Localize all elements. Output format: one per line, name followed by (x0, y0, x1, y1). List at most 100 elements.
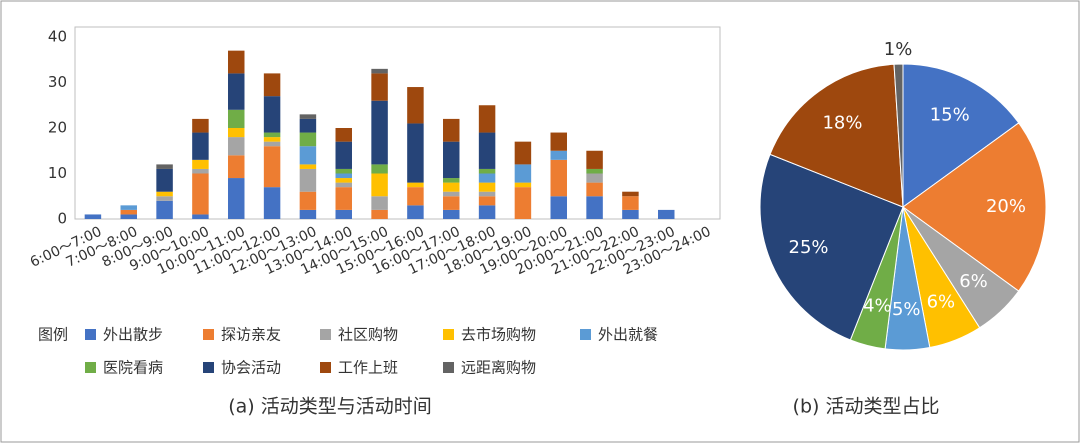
bar-segment (120, 214, 137, 219)
bar-segment (371, 68, 388, 74)
bar-segment (156, 191, 173, 197)
legend-label: 远距离购物 (461, 359, 536, 377)
legend-swatch (443, 362, 454, 373)
bar-segment (299, 118, 317, 133)
bar-segment (550, 132, 567, 151)
legend-swatch (85, 362, 96, 373)
bar-segment (586, 173, 603, 183)
pie-slice (769, 63, 904, 208)
bar-segment (443, 209, 460, 219)
bar-segment (335, 182, 352, 188)
bar-segment (478, 132, 496, 169)
bar-segment (514, 182, 532, 188)
bar-segment (443, 118, 460, 142)
bar-segment (192, 159, 209, 169)
bar-segment (586, 196, 603, 219)
bar-segment (84, 214, 102, 219)
bar-segment (407, 205, 424, 219)
legend-label: 社区购物 (338, 326, 398, 344)
bar-segment (228, 137, 245, 156)
bar-segment (263, 132, 281, 138)
bar-segment (550, 196, 567, 219)
pie-label: 15% (930, 104, 970, 125)
bar-segment (228, 128, 245, 138)
bar-segment (192, 168, 209, 174)
pie-label: 4% (863, 296, 892, 317)
bar-segment (478, 191, 496, 197)
bar-segment (263, 73, 281, 97)
y-tick-label: 0 (57, 210, 67, 228)
y-tick-label: 40 (48, 28, 67, 46)
pie-label: 5% (892, 299, 921, 320)
pie-label: 6% (959, 271, 988, 292)
bar-segment (299, 209, 317, 219)
pie-slice (902, 63, 1020, 208)
bar-segment (407, 123, 424, 183)
bar-segment (335, 178, 352, 183)
bar-segment (299, 168, 317, 192)
pie-slice (893, 63, 904, 208)
bar-segment (514, 187, 532, 219)
bar-segment (371, 209, 388, 219)
bar-segment (371, 164, 388, 174)
bar-segment (586, 150, 603, 169)
bar-segment (228, 155, 245, 179)
bar-segment (335, 141, 352, 169)
pie-label: 25% (789, 237, 829, 258)
bar-segment (407, 87, 424, 124)
bar-segment (407, 187, 424, 206)
bar-segment (263, 137, 281, 142)
plot-frame (74, 26, 721, 220)
y-tick-label: 10 (48, 164, 67, 182)
legend-swatch (203, 362, 214, 373)
bar-segment (228, 73, 245, 110)
pie-label: 1% (884, 39, 913, 60)
bar-segment (192, 118, 209, 133)
bar-segment (192, 132, 209, 160)
legend-swatch (320, 329, 331, 340)
legend-label: 外出散步 (103, 326, 163, 344)
bar-segment (263, 187, 281, 219)
bar-segment (443, 141, 460, 179)
caption: (a) 活动类型与活动时间 (228, 396, 432, 418)
bar-segment (299, 191, 317, 210)
bar-segment (228, 178, 245, 219)
bar-segment (550, 150, 567, 160)
bar-segment (299, 164, 317, 169)
bar-segment (586, 168, 603, 174)
bar-segment (192, 173, 209, 215)
legend-label: 工作上班 (338, 359, 398, 377)
bar-segment (335, 173, 352, 179)
pie-label: 6% (927, 292, 956, 313)
bar-segment (335, 209, 352, 219)
bar-segment (228, 109, 245, 128)
bar-segment (443, 191, 460, 197)
legend-label: 协会活动 (221, 359, 281, 377)
bar-segment (299, 146, 317, 165)
bar-segment (622, 191, 639, 197)
bar-segment (586, 182, 603, 197)
legend-label: 去市场购物 (461, 326, 536, 344)
pie-label: 20% (986, 196, 1026, 217)
legend-swatch (320, 362, 331, 373)
bar-segment (156, 196, 173, 201)
pie-label: 18% (822, 113, 862, 134)
y-tick-label: 20 (48, 119, 67, 137)
pie-slice (759, 153, 904, 341)
pie-slice (902, 122, 1047, 292)
bar-segment (478, 168, 496, 174)
bar-segment (156, 168, 173, 192)
bar-segment (335, 128, 352, 142)
bar-segment (228, 50, 245, 74)
bar-segment (371, 73, 388, 101)
bar-segment (550, 159, 567, 197)
bar-segment (658, 209, 675, 219)
bar-segment (514, 164, 532, 183)
bar-segment (478, 173, 496, 183)
bar-segment (478, 182, 496, 192)
bar-segment (371, 173, 388, 197)
legend-swatch (443, 329, 454, 340)
bar-segment (443, 178, 460, 183)
bar-segment (622, 196, 639, 210)
